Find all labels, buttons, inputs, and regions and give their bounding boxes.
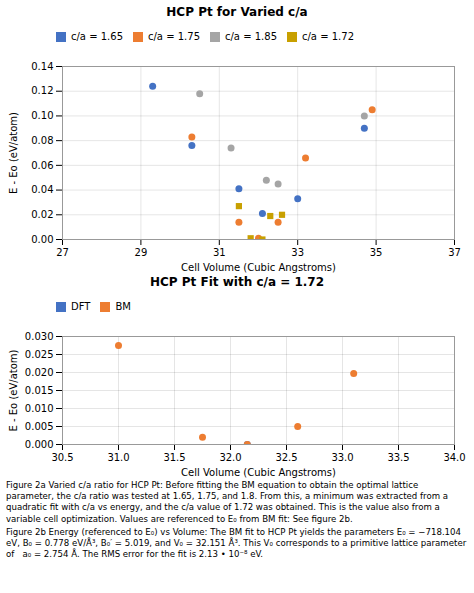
svg-text:0.06: 0.06 bbox=[31, 160, 53, 171]
svg-text:0.005: 0.005 bbox=[25, 421, 54, 432]
svg-text:27: 27 bbox=[56, 247, 69, 258]
svg-text:0.020: 0.020 bbox=[25, 367, 54, 378]
html-text:DFT: DFT bbox=[71, 301, 91, 312]
html-text:HCP Pt Fit with c/a = 1.72: HCP Pt Fit with c/a = 1.72 bbox=[150, 275, 324, 289]
svg-text:32.0: 32.0 bbox=[219, 452, 241, 463]
svg-text:0.10: 0.10 bbox=[31, 110, 53, 121]
svg-text:33.5: 33.5 bbox=[387, 452, 409, 463]
svg-text:29: 29 bbox=[135, 247, 148, 258]
svg-text:31.5: 31.5 bbox=[163, 452, 185, 463]
svg-text:0.12: 0.12 bbox=[31, 85, 53, 96]
svg-text:37: 37 bbox=[448, 247, 461, 258]
svg-text:33: 33 bbox=[291, 247, 304, 258]
svg-text:0.14: 0.14 bbox=[31, 61, 53, 72]
svg-text:0.04: 0.04 bbox=[31, 184, 53, 195]
svg-text:32.5: 32.5 bbox=[275, 452, 297, 463]
html-text:c/a = 1.65: c/a = 1.65 bbox=[71, 31, 123, 42]
html-text:BM: BM bbox=[115, 301, 131, 312]
html-text:HCP Pt for Varied c/a: HCP Pt for Varied c/a bbox=[166, 5, 308, 19]
svg-text:34.0: 34.0 bbox=[443, 452, 465, 463]
svg-text:E - Eo (eV/atom): E - Eo (eV/atom) bbox=[8, 349, 19, 431]
svg-text:E - Eo (eV/atom): E - Eo (eV/atom) bbox=[8, 112, 19, 194]
html-text:Figure 2b Energy (referenced t: Figure 2b Energy (referenced to E₀) vs V… bbox=[6, 526, 469, 559]
html-text:Figure 2a Varied c/a ratio for: Figure 2a Varied c/a ratio for HCP Pt: B… bbox=[6, 480, 451, 524]
svg-text:33.0: 33.0 bbox=[331, 452, 353, 463]
svg-text:0.08: 0.08 bbox=[31, 135, 53, 146]
svg-text:31.0: 31.0 bbox=[107, 452, 129, 463]
svg-text:Cell Volume (Cubic Angstroms): Cell Volume (Cubic Angstroms) bbox=[181, 262, 336, 273]
svg-text:Cell Volume (Cubic Angstroms): Cell Volume (Cubic Angstroms) bbox=[181, 467, 336, 478]
html-text:c/a = 1.72: c/a = 1.72 bbox=[302, 31, 354, 42]
svg-text:35: 35 bbox=[370, 247, 383, 258]
svg-text:0.025: 0.025 bbox=[25, 349, 54, 360]
svg-text:0.000: 0.000 bbox=[25, 439, 54, 450]
svg-text:0.00: 0.00 bbox=[31, 234, 53, 245]
svg-text:0.010: 0.010 bbox=[25, 403, 54, 414]
svg-text:30.5: 30.5 bbox=[51, 452, 73, 463]
html-text:c/a = 1.85: c/a = 1.85 bbox=[225, 31, 277, 42]
svg-text:0.015: 0.015 bbox=[25, 385, 54, 396]
svg-text:0.02: 0.02 bbox=[31, 209, 53, 220]
html-text:c/a = 1.75: c/a = 1.75 bbox=[148, 31, 200, 42]
svg-text:31: 31 bbox=[213, 247, 226, 258]
svg-text:0.030: 0.030 bbox=[25, 331, 54, 342]
